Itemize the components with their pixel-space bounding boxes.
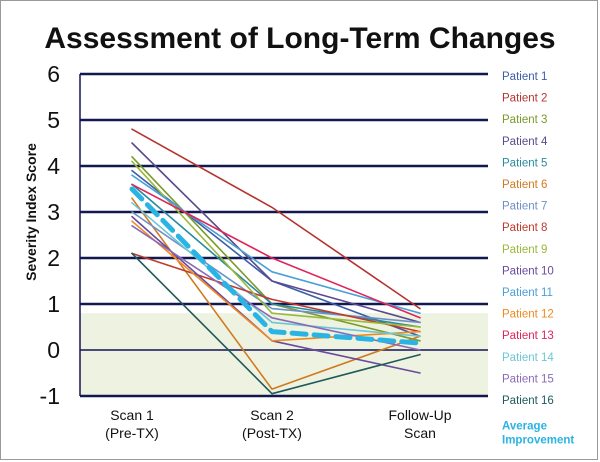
series-line [131,128,421,310]
legend-entry: Patient 11 [502,287,553,299]
x-tick-label: Scan 1 [110,407,154,423]
x-tick-label: (Post-TX) [242,425,302,441]
shaded-region [80,313,488,396]
y-tick-label: 6 [47,61,60,87]
y-axis-label: Severity Index Score [23,143,39,281]
legend-entry: Patient 14 [502,352,554,364]
legend-entry: Patient 8 [502,222,547,234]
x-tick-label: Follow-Up [388,407,451,423]
series-line [131,202,421,338]
series-line-average [129,186,423,346]
y-tick-label: 4 [47,153,60,179]
legend-entry: Patient 6 [502,179,547,191]
legend-entry: Patient 16 [502,395,554,407]
legend-entry: Patient 13 [502,330,554,342]
y-tick-label: -1 [40,383,60,409]
x-tick-label: Scan [404,425,436,441]
x-tick-label: (Pre-TX) [105,425,159,441]
legend-entry: Patient 7 [502,201,547,213]
chart-title: Assessment of Long-Term Changes [44,22,555,55]
series-line [131,183,421,319]
series-line [131,183,421,328]
x-tick-label: Scan 2 [250,407,294,423]
legend-entry: Patient 5 [502,157,547,169]
series-line [131,220,421,342]
series-line [131,252,421,395]
legend-entry: Patient 1 [502,71,547,83]
y-tick-label: 2 [47,245,60,271]
legend-entry: Patient 12 [502,309,554,321]
series-line [131,252,421,333]
legend-entry: Patient 10 [502,265,554,277]
legend-entry: Patient 2 [502,93,547,105]
legend-entry: Patient 15 [502,373,554,385]
legend-entry: Patient 3 [502,114,547,126]
series-line [131,174,421,315]
series-line [131,142,421,324]
legend-entry: Average Improvement [502,421,574,447]
legend-entry: Patient 9 [502,244,547,256]
series-line [131,211,421,324]
y-tick-label: 0 [47,337,60,363]
series-line [131,160,421,328]
y-tick-label: 3 [47,199,60,225]
y-tick-label: 5 [47,107,60,133]
legend-entry: Patient 4 [502,136,548,148]
y-tick-label: 1 [47,291,60,317]
